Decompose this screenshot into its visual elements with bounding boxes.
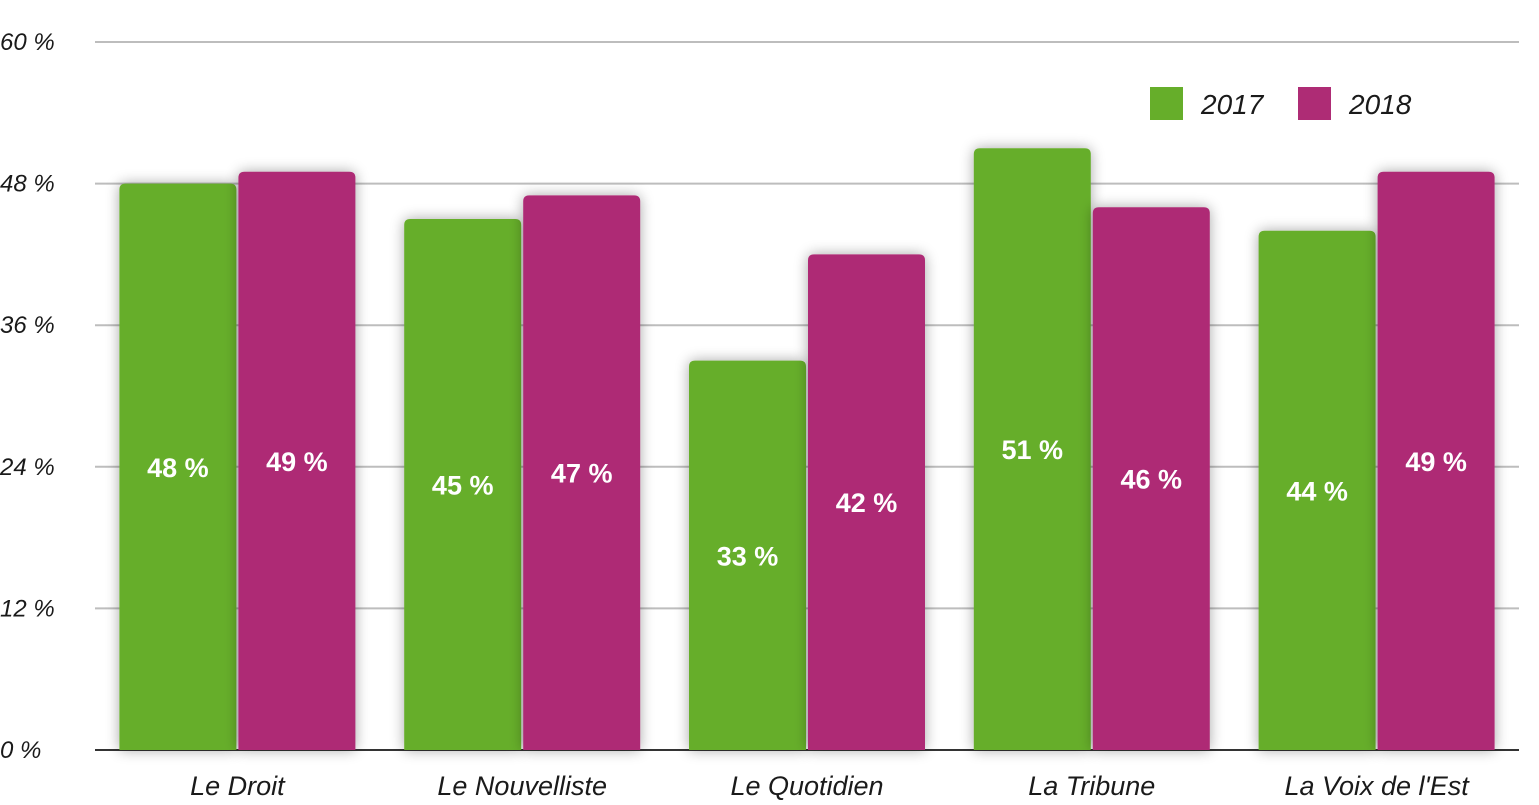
legend: 2017 2018 (1150, 87, 1412, 120)
bar-2018-la-voix-de-l-est (1377, 171, 1495, 751)
x-category-label: La Voix de l'Est (1284, 771, 1470, 801)
x-category-label: Le Quotidien (730, 771, 883, 801)
x-category-label: Le Droit (190, 771, 286, 801)
bar-2017-le-quotidien (689, 360, 806, 750)
data-labels: 48 % 49 % 45 % 47 % 33 % 42 % 51 % 46 % 44 % 49 % (147, 435, 1467, 571)
data-label: 49 % (266, 447, 328, 477)
y-tick-label: 0 % (0, 737, 41, 764)
data-label: 47 % (551, 459, 613, 489)
bar-2017-le-droit (119, 183, 237, 751)
legend-swatch-2018 (1298, 87, 1331, 120)
y-tick-label: 24 % (0, 454, 55, 481)
y-tick-label: 36 % (0, 312, 55, 339)
data-label: 46 % (1121, 465, 1183, 495)
y-tick-label: 12 % (0, 595, 55, 622)
bars (119, 148, 1495, 751)
legend-swatch-2017 (1150, 87, 1183, 120)
y-axis-ticks: 0 % 12 % 24 % 36 % 48 % 60 % (0, 29, 55, 764)
bar-2017-la-voix-de-l-est (1258, 230, 1376, 751)
bar-2018-le-nouvelliste (523, 195, 641, 750)
data-label: 48 % (147, 453, 209, 483)
bar-2018-la-tribune (1092, 207, 1210, 750)
bar-2017-le-nouvelliste (404, 219, 522, 750)
data-label: 49 % (1405, 447, 1467, 477)
legend-label-2018: 2018 (1348, 89, 1412, 120)
bar-2017-la-tribune (973, 148, 1091, 750)
bar-2018-le-droit (238, 171, 356, 751)
data-label: 33 % (717, 541, 779, 571)
bar-2018-le-quotidien (808, 254, 925, 750)
x-axis-categories: Le Droit Le Nouvelliste Le Quotidien La Tri… (190, 771, 1470, 801)
legend-label-2017: 2017 (1200, 89, 1265, 120)
x-category-label: Le Nouvelliste (437, 771, 607, 801)
y-tick-label: 60 % (0, 29, 55, 56)
data-label: 45 % (432, 471, 494, 501)
data-label: 51 % (1002, 435, 1064, 465)
x-category-label: La Tribune (1028, 771, 1155, 801)
data-label: 44 % (1286, 476, 1348, 506)
data-label: 42 % (836, 488, 898, 518)
y-tick-label: 48 % (0, 171, 55, 198)
